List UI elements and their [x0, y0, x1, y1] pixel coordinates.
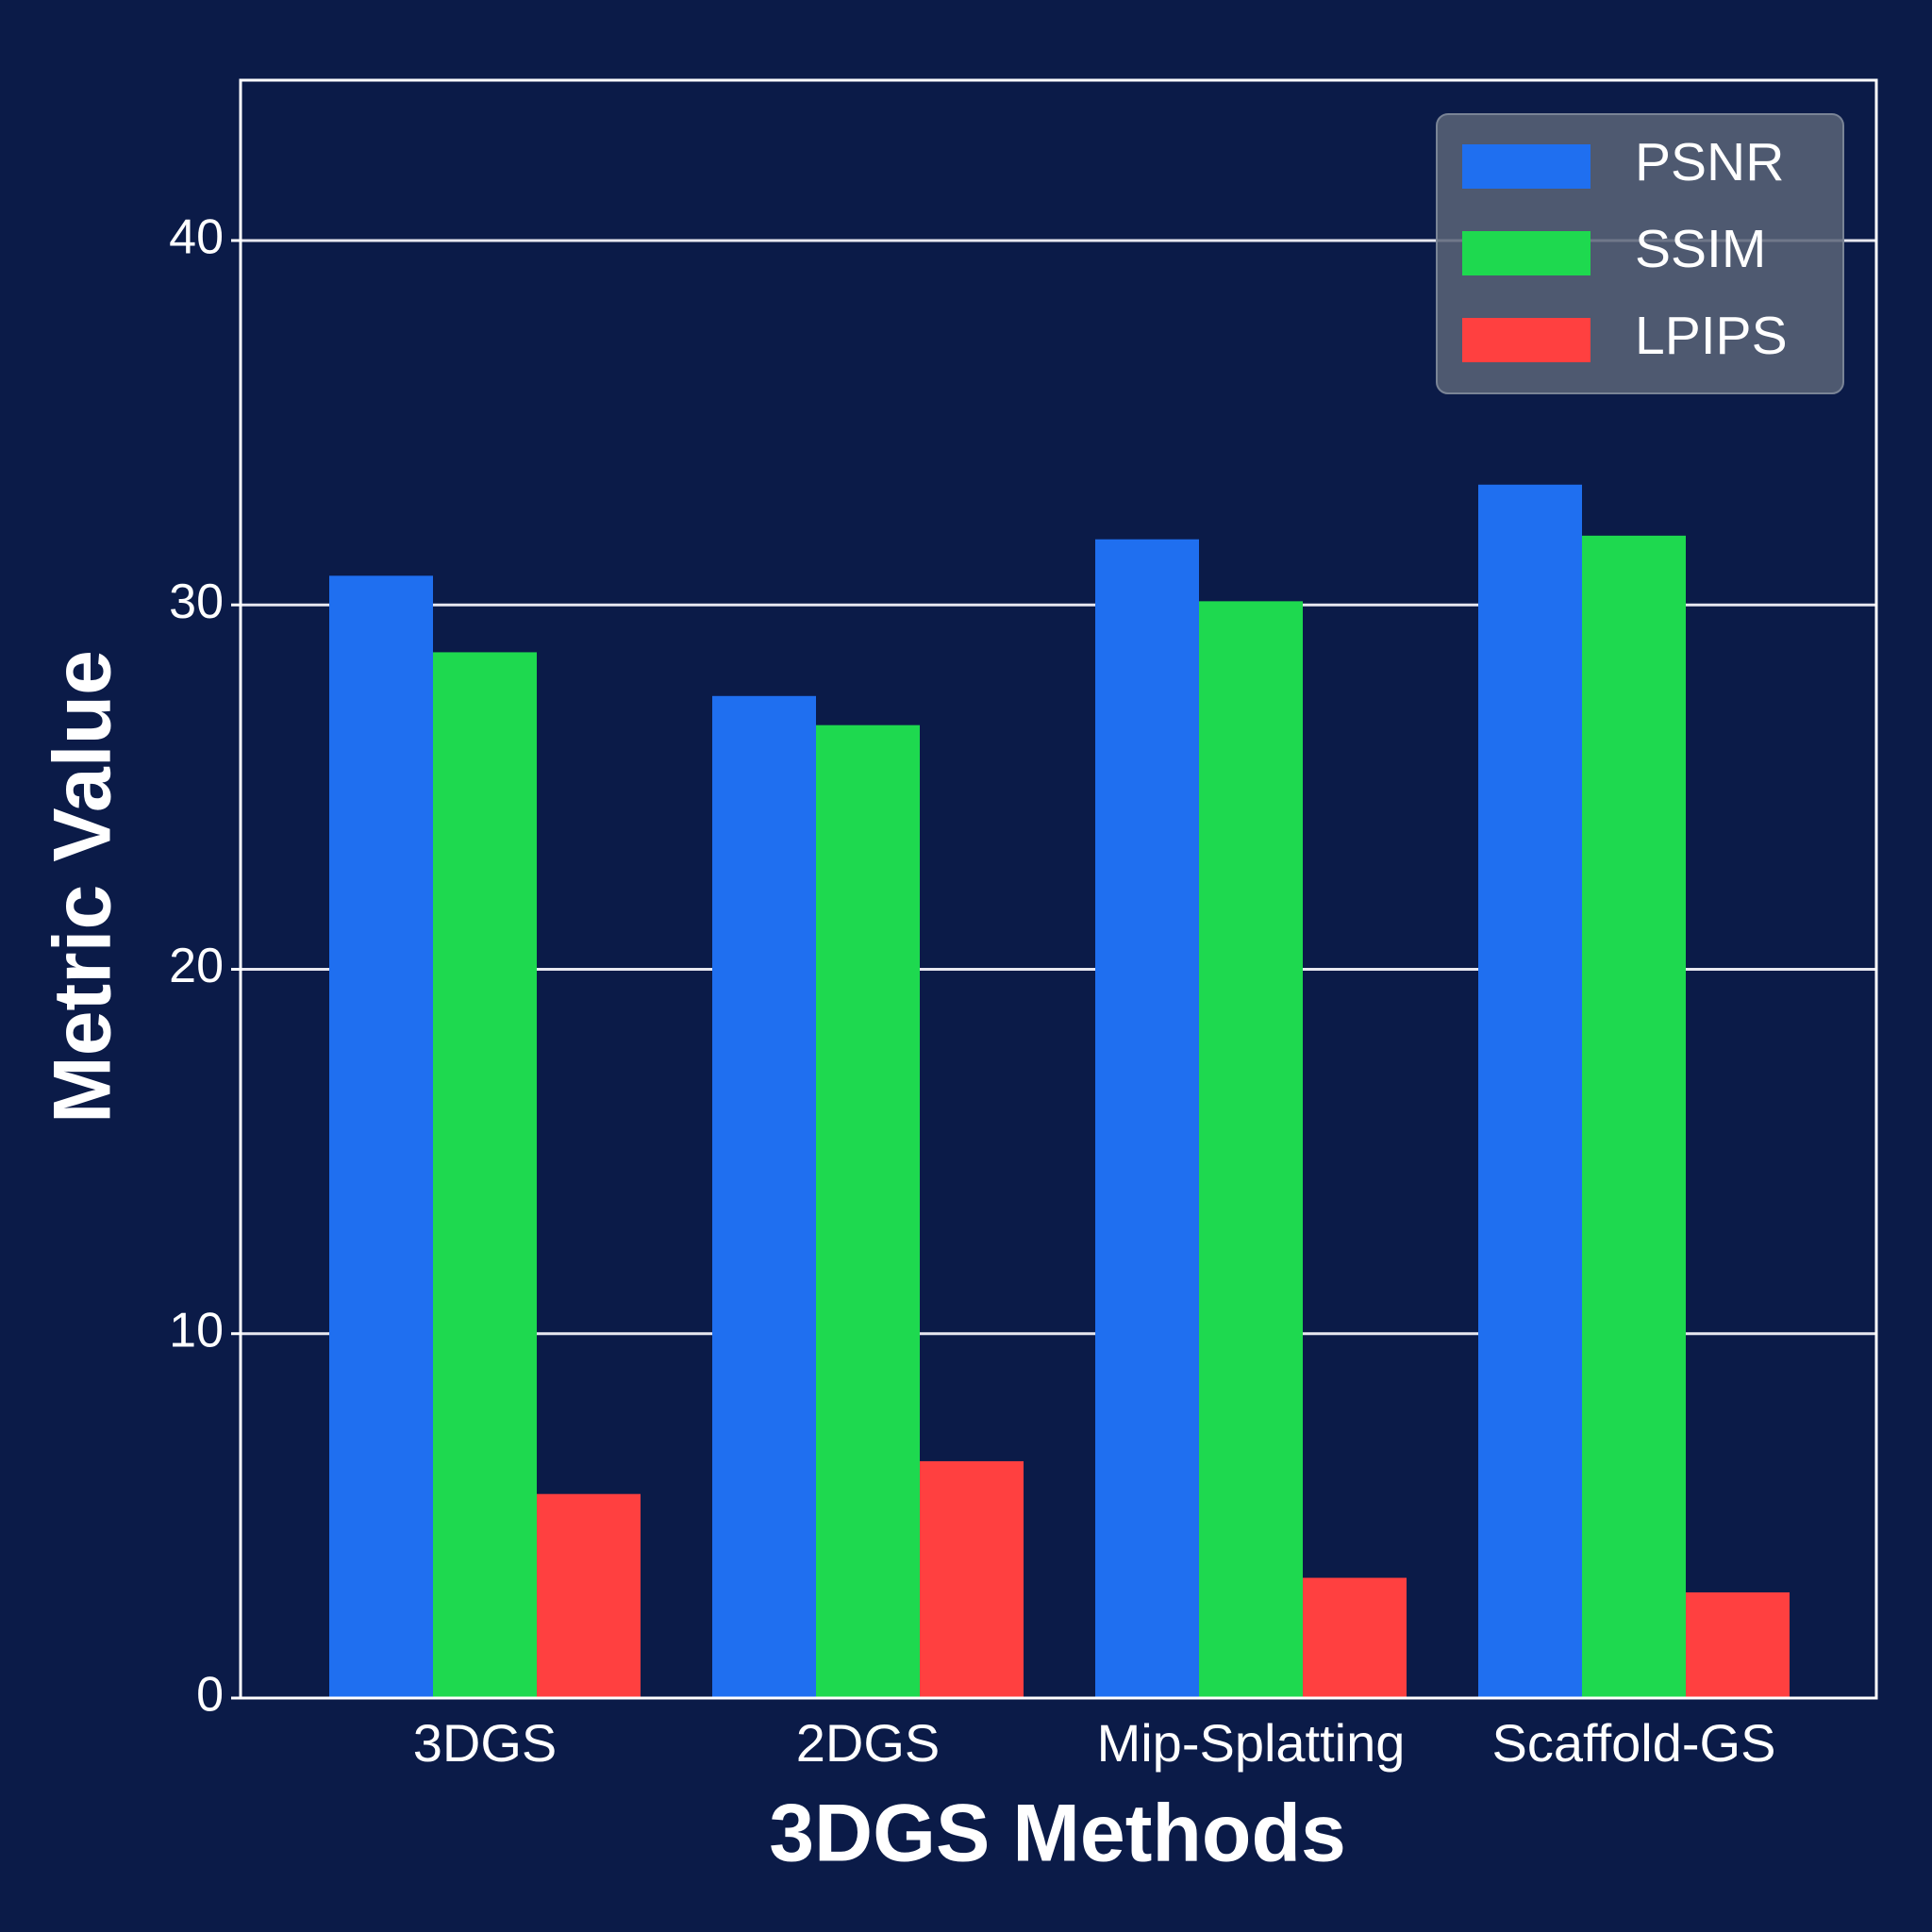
bar: [1686, 1591, 1790, 1698]
legend-swatch: [1462, 231, 1591, 275]
bar: [1303, 1577, 1407, 1698]
y-tick-label: 20: [169, 939, 224, 993]
legend-swatch: [1462, 144, 1591, 189]
legend-label: PSNR: [1635, 132, 1784, 192]
bar: [816, 724, 920, 1699]
bar: [433, 652, 537, 1698]
legend-label: SSIM: [1635, 219, 1766, 279]
bar: [1478, 484, 1582, 1698]
legend-swatch: [1462, 318, 1591, 362]
bar: [920, 1460, 1024, 1698]
y-tick-label: 30: [169, 575, 224, 629]
bar: [1095, 539, 1199, 1698]
bar: [1582, 535, 1686, 1698]
x-tick-label: 3DGS: [413, 1713, 558, 1773]
y-tick-label: 0: [196, 1668, 224, 1723]
legend-label: LPIPS: [1635, 306, 1788, 366]
plot-frame: [239, 78, 1878, 1700]
bar: [1199, 601, 1303, 1699]
y-tick-label: 40: [169, 210, 224, 265]
bar: [537, 1493, 641, 1698]
y-tick-label: 10: [169, 1303, 224, 1357]
bar: [712, 695, 816, 1699]
bar: [329, 575, 433, 1698]
y-axis-title: Metric Value: [38, 650, 128, 1124]
x-tick-label: Scaffold-GS: [1492, 1713, 1776, 1773]
x-axis-title: 3DGS Methods: [769, 1789, 1346, 1879]
x-tick-label: 2DGS: [796, 1713, 941, 1773]
x-tick-label: Mip-Splatting: [1097, 1713, 1406, 1773]
